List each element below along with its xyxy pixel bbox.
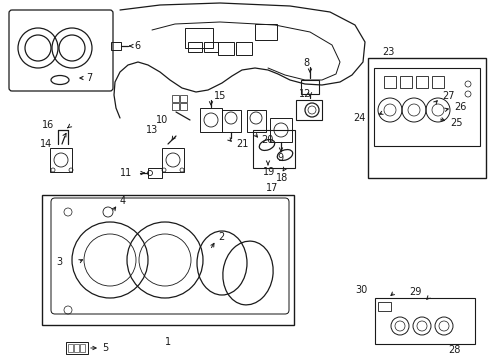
Text: 25: 25 xyxy=(449,118,462,128)
Text: 2: 2 xyxy=(218,232,224,242)
Text: 23: 23 xyxy=(381,47,393,57)
Text: 9: 9 xyxy=(276,153,283,163)
Bar xyxy=(162,148,183,172)
Text: 10: 10 xyxy=(156,115,168,125)
Bar xyxy=(148,168,162,178)
Text: 16: 16 xyxy=(42,120,54,130)
Text: 30: 30 xyxy=(355,285,367,295)
Bar xyxy=(374,298,474,344)
Bar xyxy=(172,103,179,110)
Text: 29: 29 xyxy=(409,287,421,297)
Text: 7: 7 xyxy=(86,73,92,83)
Text: 8: 8 xyxy=(303,58,308,68)
Bar xyxy=(68,344,73,352)
Bar xyxy=(80,344,85,352)
Text: 17: 17 xyxy=(265,183,278,193)
Bar xyxy=(252,130,294,168)
Bar xyxy=(74,344,79,352)
Bar xyxy=(180,95,186,102)
Bar xyxy=(377,302,390,311)
Text: 21: 21 xyxy=(236,139,248,149)
Bar xyxy=(42,195,293,325)
Text: 1: 1 xyxy=(164,337,171,347)
Bar xyxy=(111,42,121,50)
Bar xyxy=(269,118,291,142)
Text: 3: 3 xyxy=(56,257,62,267)
Text: 12: 12 xyxy=(298,89,311,99)
Bar xyxy=(187,42,202,52)
Text: 28: 28 xyxy=(447,345,459,355)
Text: 15: 15 xyxy=(214,91,226,101)
Text: 27: 27 xyxy=(441,91,453,101)
Bar xyxy=(431,76,443,88)
Text: 26: 26 xyxy=(453,102,466,112)
Text: 19: 19 xyxy=(263,167,275,177)
Text: 6: 6 xyxy=(134,41,140,51)
Bar xyxy=(301,80,318,94)
Bar xyxy=(222,110,241,132)
Bar xyxy=(172,95,179,102)
Bar xyxy=(180,103,186,110)
Text: 4: 4 xyxy=(120,196,126,206)
Text: 5: 5 xyxy=(102,343,108,353)
Bar xyxy=(200,108,222,132)
Bar xyxy=(184,28,213,48)
Text: 11: 11 xyxy=(120,168,132,178)
Bar xyxy=(218,42,234,55)
Text: 14: 14 xyxy=(40,139,52,149)
Bar xyxy=(236,42,251,55)
Bar xyxy=(246,110,265,132)
Bar xyxy=(295,100,321,120)
Bar xyxy=(254,24,276,40)
Text: 24: 24 xyxy=(353,113,365,123)
Bar xyxy=(399,76,411,88)
Bar xyxy=(373,68,479,146)
Bar xyxy=(415,76,427,88)
Bar xyxy=(50,148,72,172)
Bar xyxy=(203,42,218,52)
Text: 13: 13 xyxy=(145,125,158,135)
Text: 18: 18 xyxy=(275,173,287,183)
Bar xyxy=(66,342,88,354)
Bar xyxy=(367,58,485,178)
Bar xyxy=(383,76,395,88)
Text: 20: 20 xyxy=(261,135,273,145)
